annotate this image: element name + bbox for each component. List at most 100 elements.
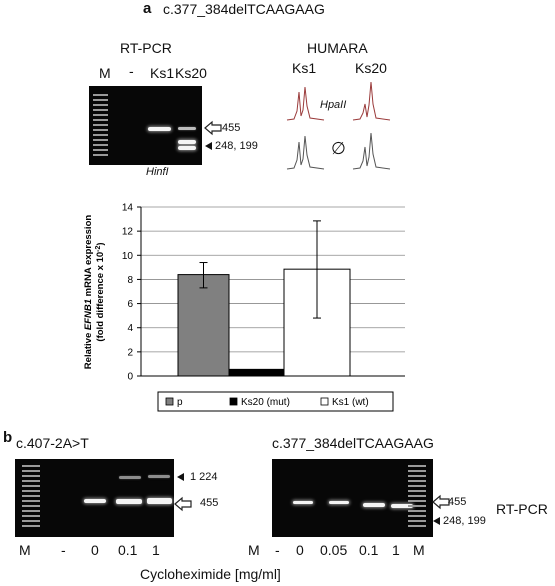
y-tick-label: 14 xyxy=(122,203,134,214)
gel-b-left-size-455: 455 xyxy=(200,497,219,509)
legend-swatch-1 xyxy=(229,397,238,406)
y-tick-label: 2 xyxy=(127,347,133,358)
open-arrow-icon xyxy=(174,496,192,512)
gel-a-lane-ks1: Ks1 xyxy=(150,65,175,81)
panel-b-letter: b xyxy=(3,429,13,446)
ladder-band xyxy=(22,470,40,472)
ladder-band xyxy=(408,500,426,502)
open-arrow-icon xyxy=(432,494,450,510)
humara-trace-ks1-bottom xyxy=(286,135,325,170)
gel-b-right-assay-label: RT-PCR xyxy=(496,501,548,517)
band-ks1-455 xyxy=(148,127,171,131)
y-axis-label-word: EFNB1 xyxy=(83,299,94,333)
legend-label-0: p xyxy=(177,397,183,408)
ladder-band xyxy=(22,505,40,507)
ladder-band xyxy=(22,490,40,492)
band-0.1-1224 xyxy=(119,476,141,479)
gel-a-size-248-199: 248, 199 xyxy=(215,140,258,152)
gel-b-left-lane-neg: - xyxy=(61,542,66,558)
y-axis-label-main: (fold difference x 10 xyxy=(95,252,106,342)
gel-b-right-lane-m1: M xyxy=(248,542,260,558)
gel-b-right-lane-0.05: 0.05 xyxy=(320,542,348,558)
ladder-band xyxy=(93,139,108,141)
ladder-band xyxy=(22,520,40,522)
filled-arrow-icon xyxy=(433,517,440,525)
ladder-band xyxy=(22,500,40,502)
gel-a-lane-m: M xyxy=(99,65,111,81)
gel-a-image xyxy=(89,86,202,165)
y-axis-label-word: mRNA xyxy=(83,267,94,299)
gel-b-left-lane-0: 0 xyxy=(91,542,99,558)
y-axis-label-word: Relative xyxy=(83,333,94,369)
ladder-band xyxy=(93,129,108,131)
ladder-band xyxy=(408,490,426,492)
legend-swatch-0 xyxy=(165,397,174,406)
ladder-band xyxy=(22,515,40,517)
gel-b-left-size-1224: 1 224 xyxy=(190,471,218,483)
gel-a-enzyme-label: HinfI xyxy=(146,166,169,178)
y-tick-label: 6 xyxy=(127,299,133,310)
humara-trace-ks20-bottom xyxy=(352,132,391,170)
band-ks20-199 xyxy=(178,146,196,150)
ladder-band xyxy=(408,480,426,482)
humara-empty-symbol: ∅ xyxy=(331,139,346,158)
ladder-band xyxy=(408,525,426,527)
legend-box xyxy=(157,391,394,412)
filled-arrow-icon xyxy=(205,142,212,150)
y-tick-label: 10 xyxy=(122,251,134,262)
rtpcr-title: RT-PCR xyxy=(120,40,172,56)
ladder-band xyxy=(22,485,40,487)
y-tick-label: 8 xyxy=(127,275,133,286)
panel-a-mutation-title: c.377_384delTCAAGAAG xyxy=(163,1,325,17)
ladder-band xyxy=(22,475,40,477)
humara-trace-ks20-top xyxy=(352,81,391,121)
ladder-band xyxy=(22,510,40,512)
y-axis-label-close: ) xyxy=(95,242,106,245)
ladder-band xyxy=(93,124,108,126)
y-tick-label: 0 xyxy=(127,372,133,383)
band-1-455 xyxy=(147,498,172,504)
expression-chart-svg: 0 2 4 6 8 10 12 14 Relative EFNB1 mRNA expressio… xyxy=(83,203,405,412)
bar-2 xyxy=(283,268,351,377)
y-tick-label: 12 xyxy=(122,227,134,238)
panel-a-letter: a xyxy=(143,0,152,17)
ladder-band xyxy=(93,94,108,96)
band-0-455 xyxy=(84,499,106,503)
gel-b-left-lane-1: 1 xyxy=(152,542,160,558)
humara-title: HUMARA xyxy=(307,40,368,56)
ladder-band xyxy=(408,470,426,472)
band-0.05-455 xyxy=(329,501,349,504)
open-arrow-icon xyxy=(204,120,222,136)
gel-b-right-size-markers xyxy=(432,494,450,525)
ladder-band xyxy=(22,495,40,497)
gel-b-right-size-248-199: 248, 199 xyxy=(443,515,486,527)
band-1-455 xyxy=(391,504,413,508)
band-0.1-455 xyxy=(363,503,385,507)
ladder-band xyxy=(93,134,108,136)
humara-enzyme-label: HpaII xyxy=(320,99,347,111)
ladder-band xyxy=(93,109,108,111)
legend-label-2: Ks1 (wt) xyxy=(332,397,369,408)
band-0-455 xyxy=(293,501,313,504)
legend-swatch-2 xyxy=(320,397,329,406)
gel-a-lane-ks20: Ks20 xyxy=(175,65,207,81)
gel-b-right-image xyxy=(272,459,433,537)
y-tick-label: 4 xyxy=(127,323,133,334)
band-1-1224 xyxy=(148,475,170,478)
humara-trace-ks1-top xyxy=(286,86,325,121)
ladder-band xyxy=(22,480,40,482)
y-axis-label-line1: Relative EFNB1 mRNA expression xyxy=(83,215,94,370)
gel-a-lane-neg: - xyxy=(129,63,134,79)
band-ks20-455 xyxy=(178,127,196,130)
ladder-band xyxy=(22,525,40,527)
band-ks20-248 xyxy=(178,140,196,144)
band-0.1-455 xyxy=(116,499,142,504)
ladder-band xyxy=(408,475,426,477)
ladder-band xyxy=(408,505,426,507)
gel-b-right-lane-0.1: 0.1 xyxy=(359,542,379,558)
ladder-band xyxy=(408,465,426,467)
ladder-band xyxy=(93,119,108,121)
ladder-band xyxy=(93,144,108,146)
ladder-band xyxy=(93,154,108,156)
filled-arrow-icon xyxy=(177,473,184,481)
